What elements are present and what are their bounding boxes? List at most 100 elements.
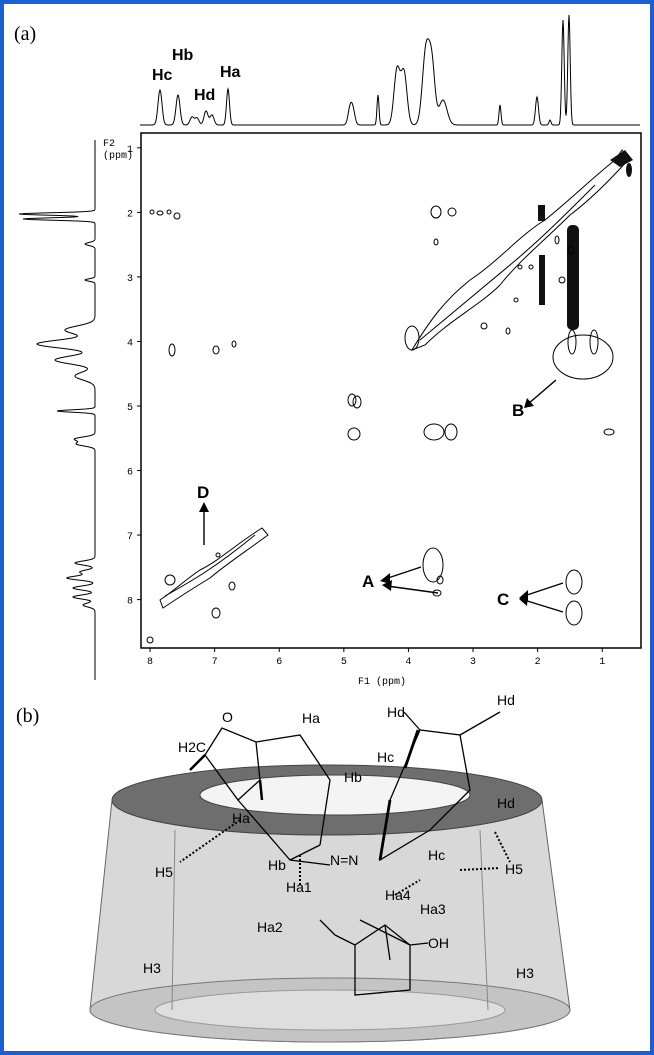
y-tick-label: 7 xyxy=(127,532,133,543)
contour xyxy=(447,207,457,217)
contour xyxy=(419,184,596,341)
cone-line xyxy=(479,829,489,1011)
contour xyxy=(436,575,444,585)
atom-label: N=N xyxy=(330,852,358,868)
atom-label: Ha xyxy=(302,710,320,726)
cross-peak-label: B xyxy=(512,401,524,420)
contour xyxy=(215,552,221,558)
contour xyxy=(567,329,577,355)
atom-label: Ha3 xyxy=(420,901,446,917)
contour xyxy=(164,534,256,597)
projection-f2 xyxy=(18,140,96,680)
molecule xyxy=(179,711,511,996)
peak-label: Hd xyxy=(194,87,215,104)
contour xyxy=(410,149,629,351)
contour xyxy=(505,327,511,335)
atom-label: H2C xyxy=(178,739,206,755)
atom-label: O xyxy=(222,709,233,725)
cross-peak-label: A xyxy=(362,572,374,591)
contour xyxy=(212,345,220,355)
projection-f1 xyxy=(140,14,640,126)
cone-line xyxy=(171,829,176,1011)
atom-label: Hd xyxy=(497,795,515,811)
contour xyxy=(347,427,361,441)
atom-label: H3 xyxy=(516,965,534,981)
arrow xyxy=(527,379,557,405)
y-tick-label: 6 xyxy=(127,468,133,479)
contour xyxy=(168,343,176,357)
atom-label: Hd xyxy=(497,692,515,708)
contour xyxy=(228,581,236,591)
atom-label: H3 xyxy=(143,960,161,976)
panel-label: (b) xyxy=(16,705,39,727)
contour xyxy=(423,423,445,441)
atom-label: Hd xyxy=(387,704,405,720)
peak-label: Ha xyxy=(220,64,241,81)
highlight-ellipse xyxy=(422,547,444,583)
contour xyxy=(539,255,545,305)
atom-label: Hc xyxy=(428,847,445,863)
contour xyxy=(433,238,439,246)
y-tick-label: 2 xyxy=(127,209,133,220)
contour xyxy=(149,209,155,215)
highlight-ellipse xyxy=(552,334,614,380)
contour xyxy=(610,150,633,167)
contour xyxy=(159,527,269,609)
atom-label: H5 xyxy=(155,864,173,880)
atom-label: Hc xyxy=(377,749,394,765)
arrow xyxy=(523,582,564,597)
f1-axis-label: F1 (ppm) xyxy=(358,676,406,688)
contour xyxy=(558,276,566,284)
arrow xyxy=(523,599,564,613)
highlight-ellipse xyxy=(565,600,583,626)
bond xyxy=(189,754,264,801)
f2-axis-label: (ppm) xyxy=(103,150,133,162)
x-tick-label: 2 xyxy=(535,657,541,668)
x-tick-label: 7 xyxy=(212,657,218,668)
contour xyxy=(513,297,519,303)
contour xyxy=(480,322,488,330)
x-tick-label: 4 xyxy=(405,657,411,668)
atom-label: Ha4 xyxy=(385,887,411,903)
atom-label: Hb xyxy=(344,769,362,785)
contour xyxy=(156,210,164,216)
contour xyxy=(173,212,181,220)
x-tick-label: 8 xyxy=(147,657,153,668)
contour xyxy=(538,205,545,221)
peak-label: Hc xyxy=(152,67,173,84)
arrows xyxy=(199,379,564,613)
atom-label: H5 xyxy=(505,861,523,877)
contour xyxy=(517,264,523,270)
atom-label: Hb xyxy=(268,857,286,873)
y-tick-label: 1 xyxy=(127,145,133,156)
bond xyxy=(319,919,429,996)
x-tick-label: 3 xyxy=(470,657,476,668)
atom-label: Ha xyxy=(232,810,250,826)
contour xyxy=(528,264,534,270)
interaction xyxy=(179,819,511,896)
contour xyxy=(347,393,357,407)
cone-hole xyxy=(199,774,471,816)
bond xyxy=(204,727,331,866)
atom-label: Ha1 xyxy=(286,879,312,895)
spectrum-frame xyxy=(140,132,642,649)
contour xyxy=(231,340,237,348)
contour xyxy=(430,205,442,219)
x-tick-label: 5 xyxy=(341,657,347,668)
contour xyxy=(567,245,575,255)
contours xyxy=(159,149,633,626)
contour xyxy=(444,423,458,441)
panel-label: (a) xyxy=(14,23,36,45)
y-tick-label: 4 xyxy=(127,338,133,349)
atom-label: Ha2 xyxy=(257,919,283,935)
arrow xyxy=(386,585,439,594)
cone-bottom-inner xyxy=(154,989,506,1031)
y-tick-label: 3 xyxy=(127,274,133,285)
contour xyxy=(146,636,154,644)
contour xyxy=(404,325,420,351)
highlight-ellipse xyxy=(565,569,583,595)
atom-label: OH xyxy=(428,935,449,951)
contour xyxy=(352,395,362,409)
contour xyxy=(211,607,221,619)
x-tick-label: 1 xyxy=(599,657,605,668)
